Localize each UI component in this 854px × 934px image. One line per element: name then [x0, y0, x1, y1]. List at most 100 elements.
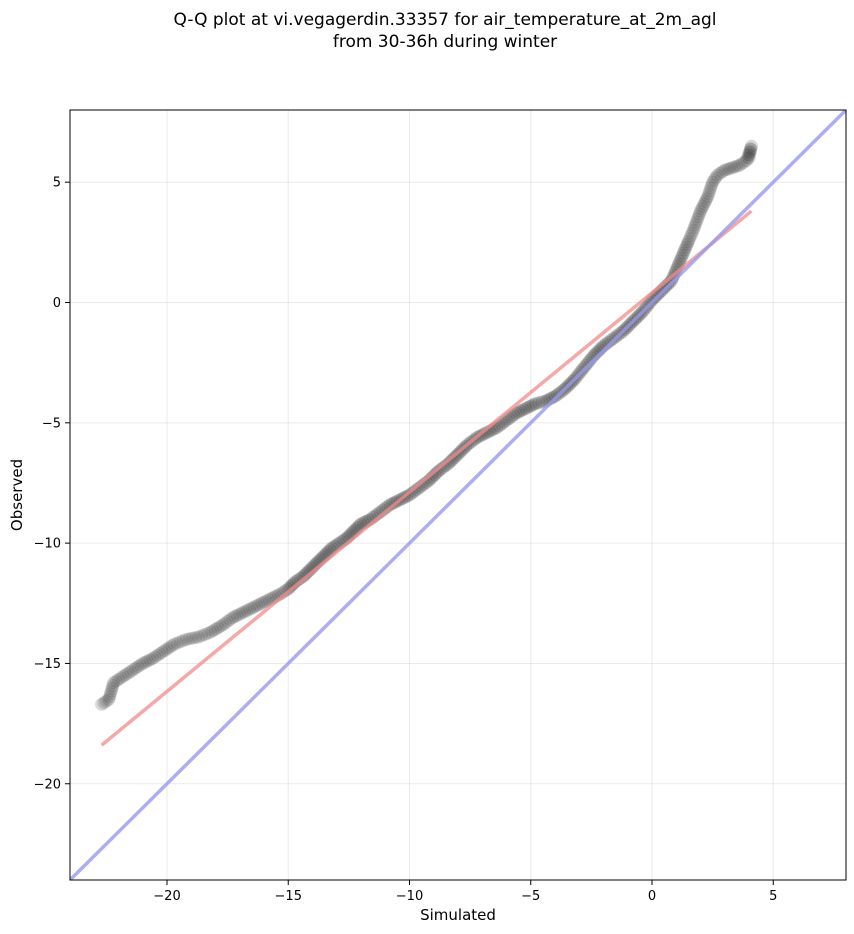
- quantile-point: [743, 148, 757, 162]
- quantile-point: [713, 166, 727, 180]
- quantile-point: [434, 462, 448, 476]
- quantile-point: [509, 406, 523, 420]
- grid-lines: [70, 110, 846, 880]
- axes-border: [69, 109, 847, 881]
- x-tick-label: 5: [769, 889, 777, 904]
- quantile-point: [502, 412, 516, 426]
- quantile-point: [167, 637, 181, 651]
- quantile-point: [209, 622, 222, 636]
- quantile-point: [581, 356, 595, 370]
- quantile-point: [579, 358, 593, 372]
- quantile-point: [206, 624, 220, 638]
- quantile-point: [221, 614, 235, 628]
- y-tick-label: 5: [53, 176, 61, 191]
- quantile-point: [679, 240, 693, 254]
- quantile-point: [702, 187, 716, 201]
- quantile-point: [381, 499, 395, 513]
- quantile-point: [701, 190, 715, 204]
- quantile-point: [723, 162, 737, 176]
- quantile-point: [535, 395, 549, 409]
- quantile-point: [182, 632, 196, 646]
- quantile-point: [516, 403, 530, 417]
- y-tick-label: −5: [42, 416, 61, 431]
- quantile-point: [250, 599, 264, 613]
- quantile-point: [692, 207, 706, 221]
- chart-title-line: Q-Q plot at vi.vegagerdin.33357 for air_…: [173, 10, 716, 30]
- quantile-point: [165, 639, 179, 653]
- axes-frame: [69, 109, 847, 881]
- quantile-point: [689, 215, 703, 229]
- quantile-point: [279, 583, 293, 597]
- quantile-point: [145, 652, 159, 666]
- quantile-point: [225, 611, 239, 625]
- x-axis-label: Simulated: [420, 906, 496, 924]
- quantile-point: [695, 202, 709, 216]
- quantile-point: [741, 151, 755, 165]
- quantile-point: [121, 666, 135, 680]
- quantile-point: [124, 664, 138, 678]
- quantile-point: [252, 597, 266, 611]
- quantile-point: [114, 671, 128, 685]
- quantile-point: [710, 168, 724, 182]
- quantile-point: [240, 604, 254, 617]
- quantile-point: [412, 481, 426, 495]
- quantile-point: [674, 251, 688, 265]
- quantile-point: [720, 162, 734, 176]
- identity-line: [70, 110, 846, 880]
- quantile-point: [281, 582, 295, 596]
- quantile-point: [703, 184, 717, 198]
- quantile-point: [687, 221, 701, 235]
- quantile-point: [299, 566, 313, 580]
- quantile-point: [106, 678, 120, 692]
- quantile-point: [141, 654, 155, 668]
- quantile-point: [519, 401, 533, 415]
- quantile-point: [383, 498, 397, 512]
- quantile-point: [247, 600, 261, 614]
- quantile-point: [441, 457, 455, 471]
- quantile-point: [690, 212, 704, 226]
- quantile-point: [698, 194, 712, 208]
- quantile-point: [706, 175, 720, 189]
- quantile-point: [428, 468, 442, 482]
- quantile-point: [188, 631, 202, 645]
- quantile-point: [104, 684, 118, 698]
- quantile-point: [725, 161, 739, 175]
- quantile-point: [158, 644, 172, 658]
- x-tick-label: 0: [648, 889, 656, 904]
- chart-title: Q-Q plot at vi.vegagerdin.33357 for air_…: [173, 10, 716, 52]
- quantile-point: [128, 661, 142, 675]
- quantile-point: [546, 391, 560, 405]
- quantile-point: [601, 335, 615, 349]
- quantile-point: [216, 618, 230, 632]
- quantile-point: [532, 396, 546, 410]
- quantile-point: [700, 192, 714, 206]
- quantile-point: [526, 398, 540, 412]
- quantile-point: [103, 687, 117, 701]
- quantile-point: [735, 157, 749, 171]
- quantile-point: [283, 580, 297, 594]
- quantile-point: [507, 408, 521, 422]
- plot-area: [70, 110, 846, 880]
- quantile-point: [439, 459, 453, 473]
- quantile-point: [673, 254, 687, 268]
- quantile-point: [743, 145, 757, 159]
- quantile-point: [740, 154, 754, 168]
- quantile-point: [697, 197, 711, 211]
- quantile-point: [744, 142, 758, 156]
- quantile-point: [259, 594, 273, 608]
- quantile-point: [742, 145, 756, 159]
- quantile-point: [162, 640, 176, 654]
- quantile-point: [150, 648, 164, 662]
- quantile-point: [201, 626, 215, 640]
- chart-title-line: from 30-36h during winter: [333, 32, 557, 52]
- y-tick-label: −10: [34, 537, 61, 552]
- quantile-point: [103, 690, 117, 704]
- quantile-point: [583, 353, 597, 367]
- quantile-point: [109, 674, 123, 688]
- quantile-point: [436, 460, 450, 474]
- quantile-point: [213, 619, 227, 633]
- quantile-point: [235, 606, 249, 620]
- quantile-point: [403, 488, 416, 502]
- quantile-point: [136, 656, 150, 670]
- x-tick-label: −20: [153, 889, 180, 904]
